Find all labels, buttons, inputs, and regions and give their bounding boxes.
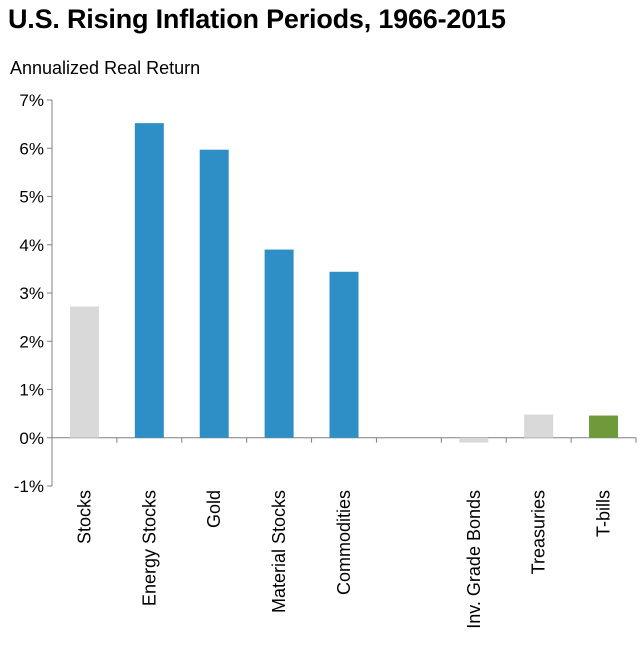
stocks-bar [69, 306, 99, 438]
inv-grade-bonds-bar [459, 437, 489, 443]
y-tick-label: 1% [19, 381, 44, 400]
y-tick-label: 0% [19, 429, 44, 448]
x-category-label: Treasuries [529, 490, 549, 574]
chart-title: U.S. Rising Inflation Periods, 1966-2015 [8, 4, 506, 34]
material-stocks-bar [264, 249, 294, 438]
y-tick-label: 2% [19, 332, 44, 351]
energy-stocks-bar [134, 123, 164, 438]
commodities-bar [329, 271, 359, 438]
treasuries-bar [524, 414, 554, 438]
y-tick-label: 5% [19, 188, 44, 207]
x-category-label: T-bills [594, 490, 614, 537]
y-tick-label: 4% [19, 236, 44, 255]
y-tick-label: 7% [19, 91, 44, 110]
x-category-label: Material Stocks [269, 490, 289, 613]
x-category-label: Energy Stocks [139, 490, 159, 606]
t-bills-bar [589, 415, 619, 438]
y-tick-label: -1% [14, 477, 44, 496]
x-category-label: Commodities [334, 490, 354, 595]
y-axis-label: Annualized Real Return [10, 58, 201, 78]
y-tick-label: 3% [19, 284, 44, 303]
y-tick-label: 6% [19, 139, 44, 158]
x-category-label: Stocks [74, 490, 94, 544]
x-category-label: Gold [204, 490, 224, 528]
gold-bar [199, 149, 229, 438]
x-category-label: Inv. Grade Bonds [464, 490, 484, 629]
